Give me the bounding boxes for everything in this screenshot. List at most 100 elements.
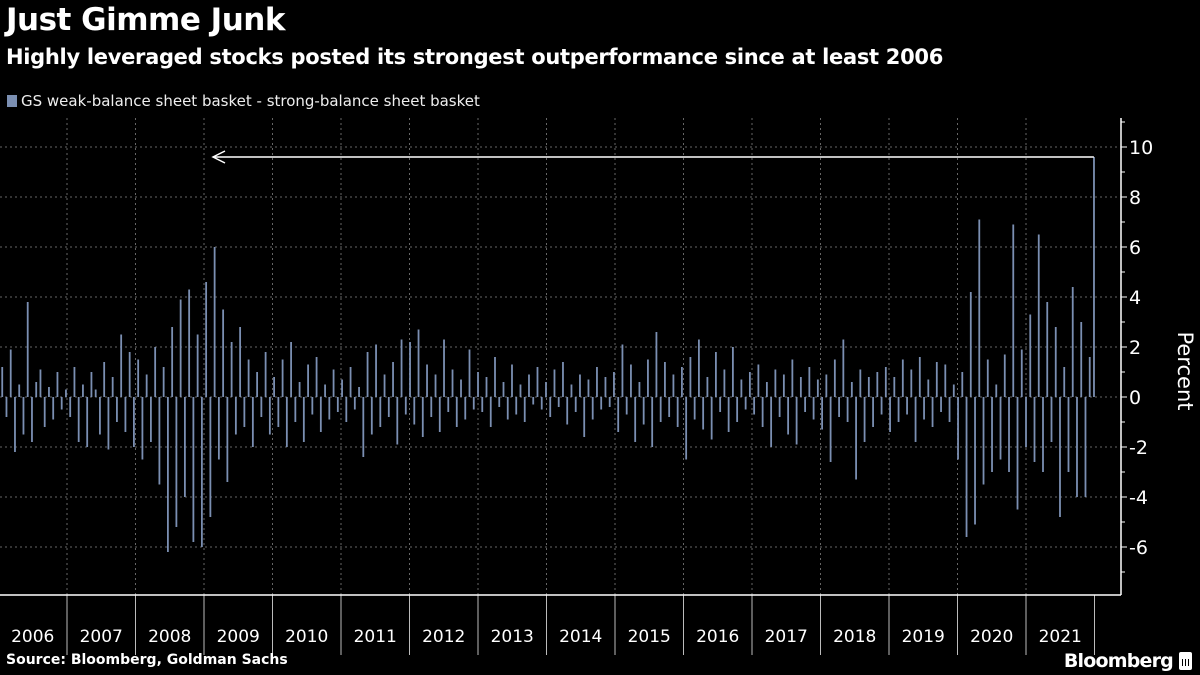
bar xyxy=(676,397,679,427)
bar xyxy=(884,367,887,397)
bar xyxy=(719,397,722,412)
bar xyxy=(196,334,199,397)
legend-label: GS weak-balance sheet basket - strong-ba… xyxy=(21,92,480,110)
bar xyxy=(302,397,305,442)
bar xyxy=(290,342,292,397)
bar xyxy=(430,397,433,417)
bar xyxy=(821,397,823,430)
x-tick-label: 2012 xyxy=(422,627,465,647)
bar xyxy=(264,352,267,397)
chart-title: Just Gimme Junk xyxy=(6,2,285,38)
bar xyxy=(128,352,131,397)
x-tick-label: 2006 xyxy=(11,627,54,647)
bar xyxy=(120,334,123,397)
bar xyxy=(69,397,72,417)
bloomberg-logo: Bloomberg xyxy=(1064,650,1192,672)
bar xyxy=(935,362,938,397)
bar xyxy=(18,384,21,397)
bar xyxy=(566,397,569,425)
bar xyxy=(349,367,352,397)
bar xyxy=(706,377,709,397)
bar xyxy=(897,397,900,422)
bar xyxy=(893,377,896,397)
bar xyxy=(528,374,530,397)
bar xyxy=(1029,314,1032,397)
bar xyxy=(472,397,475,410)
bar xyxy=(179,299,182,397)
bar xyxy=(141,397,144,460)
bar xyxy=(906,397,908,415)
x-tick-label: 2020 xyxy=(970,627,1013,647)
bar xyxy=(1084,397,1087,497)
bar xyxy=(808,367,811,397)
bar xyxy=(1033,397,1036,462)
bar xyxy=(952,384,955,397)
bar xyxy=(931,397,934,427)
bar xyxy=(659,397,662,422)
bar xyxy=(22,397,25,435)
bar xyxy=(596,367,598,397)
bar xyxy=(506,397,509,420)
bar xyxy=(982,397,985,485)
bar xyxy=(192,397,195,542)
bar xyxy=(540,397,543,410)
bar xyxy=(438,397,441,432)
x-tick-label: 2011 xyxy=(354,627,397,647)
bar xyxy=(1093,157,1095,397)
bar xyxy=(234,397,237,435)
x-tick-label: 2015 xyxy=(628,627,671,647)
bar xyxy=(1059,397,1061,517)
bar xyxy=(838,397,840,417)
bar xyxy=(379,397,382,427)
bar xyxy=(409,342,411,397)
bar xyxy=(991,397,993,472)
bar xyxy=(387,397,390,417)
bar xyxy=(545,382,547,397)
bar xyxy=(315,357,318,397)
bar xyxy=(200,397,203,547)
bar xyxy=(689,357,692,397)
bar xyxy=(829,397,832,462)
bar xyxy=(158,397,161,485)
bar xyxy=(511,364,513,397)
bar xyxy=(634,397,637,442)
bar xyxy=(923,397,925,420)
bar xyxy=(133,397,135,447)
bar xyxy=(532,397,535,405)
bar xyxy=(52,397,55,420)
bar xyxy=(370,397,373,435)
bar xyxy=(9,349,12,397)
bar xyxy=(56,372,59,397)
bar xyxy=(421,397,424,437)
bar xyxy=(65,389,67,397)
bar xyxy=(579,374,581,397)
bar xyxy=(413,397,416,425)
x-tick-label: 2009 xyxy=(217,627,260,647)
bar xyxy=(366,352,369,397)
bar xyxy=(1008,397,1010,472)
bar xyxy=(256,372,259,397)
bar xyxy=(166,397,169,552)
bar xyxy=(880,397,883,415)
y-tick-label: 8 xyxy=(1129,187,1141,209)
bar xyxy=(111,377,114,397)
bar xyxy=(1042,397,1044,472)
bar xyxy=(855,397,857,480)
bar xyxy=(791,359,794,397)
x-tick-label: 2008 xyxy=(148,627,191,647)
bar xyxy=(740,379,743,397)
bar xyxy=(1020,349,1023,397)
bar xyxy=(226,397,229,482)
bar xyxy=(608,397,611,407)
y-axis-label: Percent xyxy=(1173,331,1197,410)
bar xyxy=(213,247,216,397)
bar xyxy=(336,397,339,412)
bar xyxy=(557,397,560,407)
y-tick-label: -4 xyxy=(1129,487,1148,509)
bar xyxy=(1,367,4,397)
annotation-arrow-head xyxy=(211,150,226,164)
bar xyxy=(782,374,785,397)
bar xyxy=(150,397,152,442)
bar xyxy=(243,397,246,427)
